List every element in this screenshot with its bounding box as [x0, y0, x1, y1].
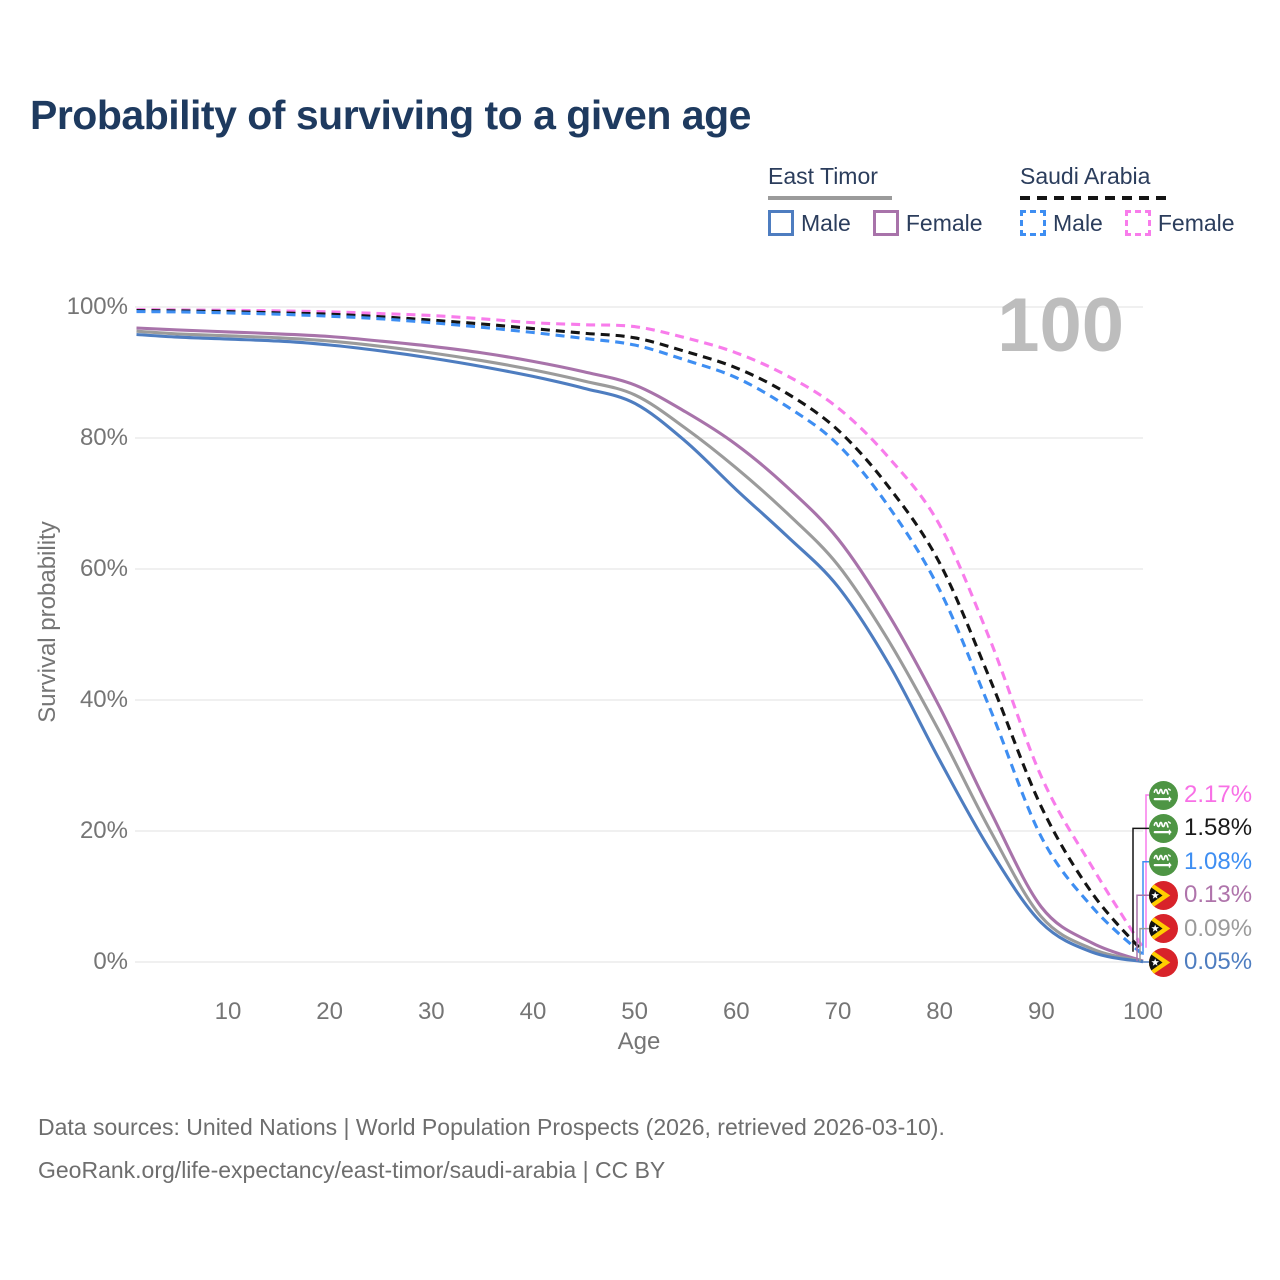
x-tick-label: 20 — [316, 998, 343, 1025]
x-tick-label: 100 — [1122, 998, 1164, 1025]
x-tick-label: 10 — [214, 998, 242, 1025]
end-value-label: 0.05% — [1184, 948, 1253, 975]
end-value-label: 0.09% — [1184, 914, 1253, 942]
legend-swatch-male[interactable] — [1020, 210, 1046, 236]
x-tick-label: 30 — [417, 998, 445, 1025]
y-tick-label: 40% — [79, 686, 128, 713]
legend-item-label[interactable]: Female — [1157, 209, 1235, 236]
legend-item-label[interactable]: Female — [905, 209, 983, 236]
legend-country-line-solid — [768, 196, 892, 200]
legend-country-line-dashed — [1020, 196, 1166, 200]
legend-items: Male Female — [1020, 210, 1257, 237]
end-label-leader — [1142, 861, 1149, 955]
footer: Data sources: United Nations | World Pop… — [38, 1106, 945, 1191]
saudi-arabia-flag-icon — [1149, 813, 1178, 843]
legend-group-east-timor: East Timor Male Female — [768, 163, 1005, 237]
saudi-arabia-flag-icon — [1149, 847, 1178, 877]
legend-swatch-male[interactable] — [768, 210, 794, 236]
x-tick-label: 50 — [621, 998, 648, 1025]
y-axis-title: Survival probability — [34, 521, 61, 723]
curve-east-timor-female — [136, 326, 1144, 963]
y-tick-label: 100% — [66, 293, 128, 320]
legend-swatch-female[interactable] — [872, 210, 899, 236]
end-value-label: 0.13% — [1184, 881, 1253, 909]
end-label-leader — [1136, 894, 1149, 962]
end-value-label: 1.08% — [1184, 847, 1253, 875]
y-tick-label: 60% — [79, 555, 128, 582]
legend-item-label[interactable]: Male — [801, 209, 851, 236]
east-timor-flag-icon — [1149, 880, 1178, 910]
end-label-saudi-arabia-female: 2.17% — [1149, 780, 1252, 810]
curve-saudi-arabia-male — [136, 310, 1145, 957]
saudi-arabia-flag-icon — [1149, 780, 1178, 810]
legend-country-label: Saudi Arabia — [1020, 163, 1151, 189]
end-label-east-timor-male: 0.05% — [1149, 947, 1252, 977]
legend-swatch-female[interactable] — [1124, 210, 1151, 236]
east-timor-flag-icon — [1149, 914, 1178, 944]
end-label-leader — [1145, 794, 1149, 948]
x-tick-label: 80 — [926, 998, 953, 1025]
x-axis-title: Age — [617, 1028, 661, 1055]
curve-saudi-arabia-female — [136, 308, 1145, 949]
x-tick-label: 60 — [722, 998, 750, 1025]
end-label-east-timor-female: 0.13% — [1149, 880, 1252, 910]
curve-saudi-arabia-both — [136, 309, 1145, 953]
legend-items: Male Female — [768, 210, 1005, 237]
page-title: Probability of surviving to a given age — [30, 92, 751, 138]
end-label-saudi-arabia-both: 1.58% — [1149, 813, 1252, 843]
end-label-leader — [1139, 927, 1149, 962]
y-tick-label: 0% — [93, 948, 128, 975]
east-timor-flag-icon — [1149, 947, 1178, 977]
curve-east-timor-male — [136, 332, 1144, 964]
legend-group-saudi-arabia: Saudi Arabia Male Female — [1020, 163, 1257, 237]
age-watermark: 100 — [997, 283, 1124, 368]
y-tick-label: 80% — [79, 424, 128, 451]
end-value-label: 2.17% — [1184, 781, 1253, 808]
data-source-line: Data sources: United Nations | World Pop… — [38, 1114, 945, 1140]
curve-east-timor-both — [136, 329, 1144, 963]
end-label-east-timor-both: 0.09% — [1149, 914, 1252, 944]
legend-item-label[interactable]: Male — [1053, 209, 1103, 236]
end-value-label: 1.58% — [1184, 814, 1253, 842]
x-tick-label: 70 — [824, 998, 852, 1025]
end-label-leader — [1132, 827, 1149, 952]
end-label-saudi-arabia-male: 1.08% — [1149, 847, 1252, 877]
y-tick-label: 20% — [79, 817, 128, 844]
attribution-line: GeoRank.org/life-expectancy/east-timor/s… — [38, 1156, 666, 1183]
x-tick-label: 40 — [519, 998, 547, 1025]
x-tick-label: 90 — [1027, 998, 1055, 1025]
legend-country-label: East Timor — [768, 163, 878, 189]
